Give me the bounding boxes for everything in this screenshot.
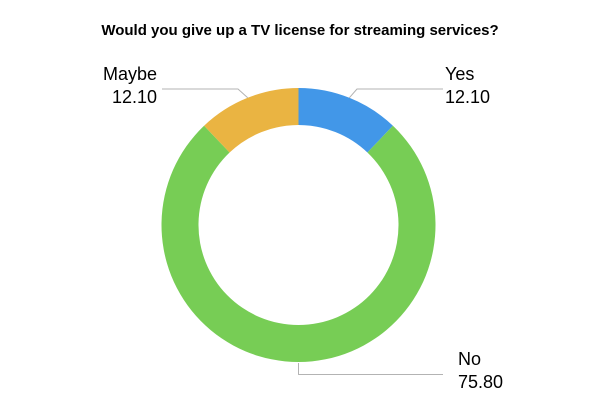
callout-yes-value: 12.10 <box>445 87 491 107</box>
callout-yes: Yes 12.10 <box>445 63 490 109</box>
callout-no: No 75.80 <box>458 348 503 394</box>
callout-maybe-value: 12.10 <box>111 87 157 107</box>
callout-maybe-category: Maybe <box>102 64 157 84</box>
chart-title: Would you give up a TV license for strea… <box>101 22 499 39</box>
leader-line-yes <box>348 88 443 99</box>
leader-line-no <box>298 363 443 375</box>
donut-segment-yes <box>298 88 393 153</box>
callout-yes-category: Yes <box>445 64 475 84</box>
leader-line-maybe <box>162 88 249 99</box>
callout-no-category: No <box>458 349 482 369</box>
donut-segment-maybe <box>204 88 299 153</box>
donut-segment-no <box>161 125 436 362</box>
callout-maybe: Maybe 12.10 <box>57 63 157 109</box>
callout-no-value: 75.80 <box>458 372 504 392</box>
